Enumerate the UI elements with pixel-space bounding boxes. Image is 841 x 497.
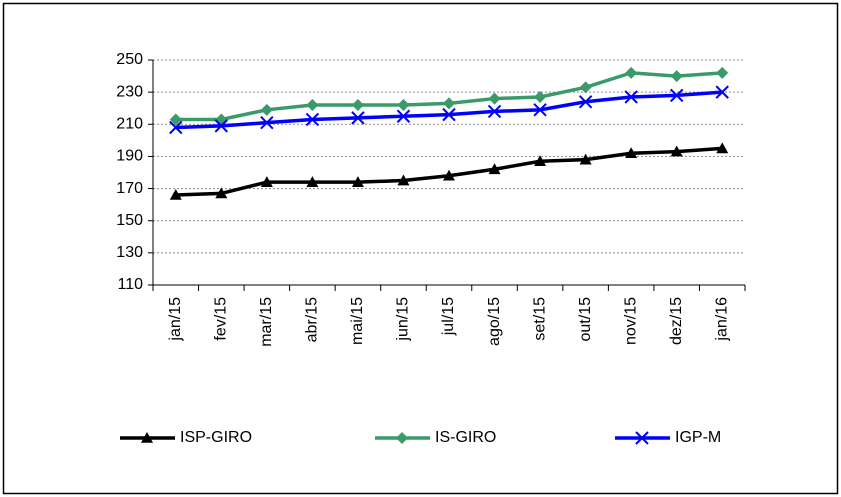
marker [260, 176, 273, 187]
marker [488, 163, 501, 175]
x-tick-label: ago/15 [486, 297, 503, 346]
marker [141, 432, 153, 443]
marker [351, 176, 364, 187]
marker [487, 104, 502, 119]
x-tick-label: dez/15 [668, 297, 685, 345]
marker [534, 155, 547, 167]
x-tick-label: abr/15 [304, 297, 321, 342]
y-tick-label: 150 [116, 212, 143, 229]
marker [169, 120, 183, 135]
marker [169, 189, 182, 200]
marker [306, 99, 319, 111]
y-tick-label: 210 [116, 116, 143, 133]
marker [488, 92, 501, 105]
y-tick-label: 250 [116, 51, 143, 68]
marker [351, 111, 365, 125]
marker [305, 112, 320, 127]
x-tick-label: mar/15 [258, 297, 275, 347]
marker [716, 66, 729, 79]
marker [397, 174, 410, 186]
marker [215, 187, 228, 199]
marker [534, 90, 547, 103]
marker [578, 95, 593, 109]
marker [635, 431, 649, 445]
marker [443, 169, 455, 181]
marker [169, 113, 182, 126]
marker [625, 147, 638, 159]
marker [715, 85, 729, 99]
marker [579, 153, 592, 165]
marker [533, 103, 547, 117]
marker [625, 66, 638, 79]
marker [443, 97, 455, 110]
x-tick-label: fev/15 [213, 297, 230, 341]
marker [669, 88, 684, 103]
marker [260, 103, 273, 116]
marker [396, 432, 408, 444]
x-tick-label: jun/15 [395, 297, 412, 342]
marker [624, 90, 638, 104]
y-tick-label: 170 [116, 180, 143, 197]
x-tick-label: jul/15 [440, 297, 457, 336]
marker [442, 107, 456, 122]
marker [214, 119, 229, 133]
marker [670, 145, 683, 157]
x-tick-label: set/15 [531, 297, 548, 341]
x-tick-label: out/15 [577, 297, 594, 342]
y-tick-label: 130 [116, 244, 143, 261]
marker [670, 70, 683, 83]
y-tick-label: 110 [117, 276, 143, 293]
y-tick-label: 230 [116, 83, 143, 100]
x-tick-label: nov/15 [622, 297, 639, 345]
x-tick-label: mai/15 [349, 297, 366, 345]
marker [260, 115, 274, 130]
x-tick-label: jan/15 [167, 297, 184, 342]
legend-label: IS-GIRO [435, 429, 496, 446]
legend-label: ISP-GIRO [180, 429, 252, 446]
marker [396, 109, 411, 123]
marker [716, 142, 729, 154]
x-tick-label: jan/16 [713, 297, 730, 342]
marker [306, 176, 319, 187]
marker [579, 81, 592, 94]
y-tick-label: 190 [116, 148, 143, 165]
legend-label: IGP-M [675, 429, 721, 446]
marker [351, 99, 364, 111]
marker [397, 99, 410, 111]
